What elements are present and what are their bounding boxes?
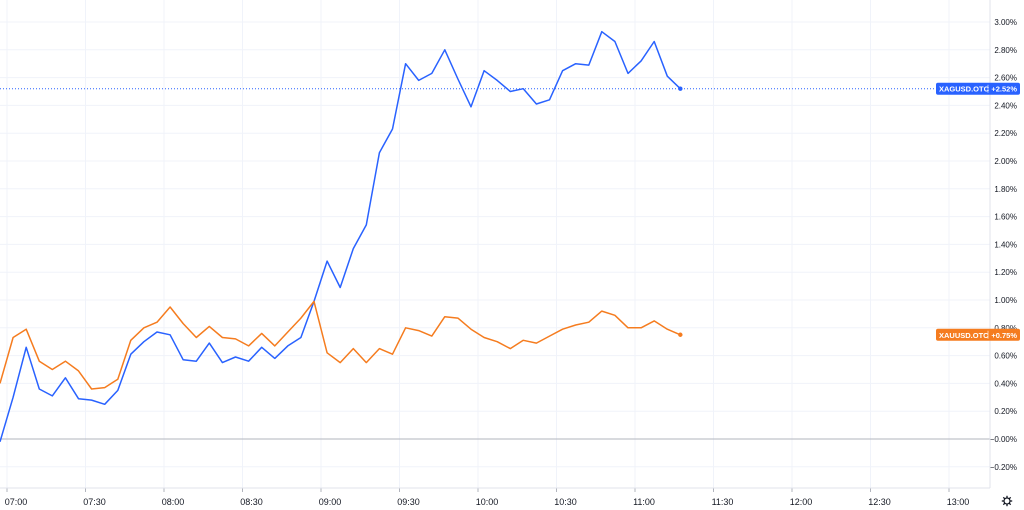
y-tick-label: 0.40%	[994, 379, 1017, 388]
x-tick-label: 13:00	[947, 497, 970, 507]
y-tick-label: 2.60%	[994, 74, 1017, 83]
settings-gear-icon[interactable]	[1001, 495, 1013, 507]
series-tags: XAGUSD.OTC +2.52% XAUUSD.OTC +0.75%	[936, 82, 1020, 341]
y-tick-label: 2.40%	[994, 101, 1017, 110]
y-tick-label: 1.60%	[994, 213, 1017, 222]
series-value-label: +2.52%	[991, 85, 1017, 94]
y-tick-label: 0.20%	[994, 407, 1017, 416]
y-tick-label: 1.80%	[994, 185, 1017, 194]
x-tick-label: 07:30	[83, 497, 106, 507]
x-tick-label: 09:30	[397, 497, 420, 507]
time-scale[interactable]: 07:00 07:30 08:00 08:30 09:00 09:30 10:00 10:30…	[0, 487, 990, 507]
price-scale[interactable]: 3.00% 2.80% 2.60% 2.40% 2.20% 2.00% 1.80% 1.60%…	[989, 0, 1017, 488]
series-name-label: XAGUSD.OTC	[939, 85, 990, 94]
gear-ring	[1003, 497, 1011, 505]
x-tick-label: 07:00	[5, 497, 28, 507]
y-tick-label: 1.00%	[994, 296, 1017, 305]
y-tick-label: 2.20%	[994, 129, 1017, 138]
series-last-point	[678, 332, 683, 337]
x-tick-label: 10:00	[476, 497, 499, 507]
y-tick-label: −0.20%	[990, 463, 1017, 472]
series-layer	[0, 30, 990, 443]
x-tick-label: 12:00	[790, 497, 813, 507]
series-price-tag: XAUUSD.OTC +0.75%	[936, 328, 1020, 341]
y-tick-label: 0.60%	[994, 352, 1017, 361]
series-price-tag: XAGUSD.OTC +2.52%	[936, 82, 1020, 95]
x-tick-label: 11:00	[633, 497, 655, 507]
x-tick-label: 10:30	[554, 497, 577, 507]
y-tick-label: 2.80%	[994, 46, 1017, 55]
y-tick-label: −0.00%	[990, 435, 1017, 444]
series-line[interactable]	[0, 30, 681, 443]
x-tick-label: 12:30	[868, 497, 891, 507]
x-tick-label: 08:30	[240, 497, 263, 507]
y-tick-label: 0.80%	[994, 324, 1017, 333]
series-tag-bg	[936, 82, 1020, 95]
series-tag-bg	[936, 328, 1020, 341]
series-last-point	[678, 86, 683, 91]
x-tick-label: 08:00	[162, 497, 185, 507]
y-tick-label: 2.00%	[994, 157, 1017, 166]
x-tick-label: 11:30	[712, 497, 734, 507]
y-tick-label: 1.20%	[994, 268, 1017, 277]
y-tick-label: 3.00%	[994, 18, 1017, 27]
series-value-label: +0.75%	[991, 331, 1017, 340]
y-tick-label: 1.40%	[994, 240, 1017, 249]
x-tick-label: 09:00	[319, 497, 342, 507]
series-name-label: XAUUSD.OTC	[939, 331, 989, 340]
grid	[0, 0, 990, 488]
series-line[interactable]	[0, 300, 681, 390]
